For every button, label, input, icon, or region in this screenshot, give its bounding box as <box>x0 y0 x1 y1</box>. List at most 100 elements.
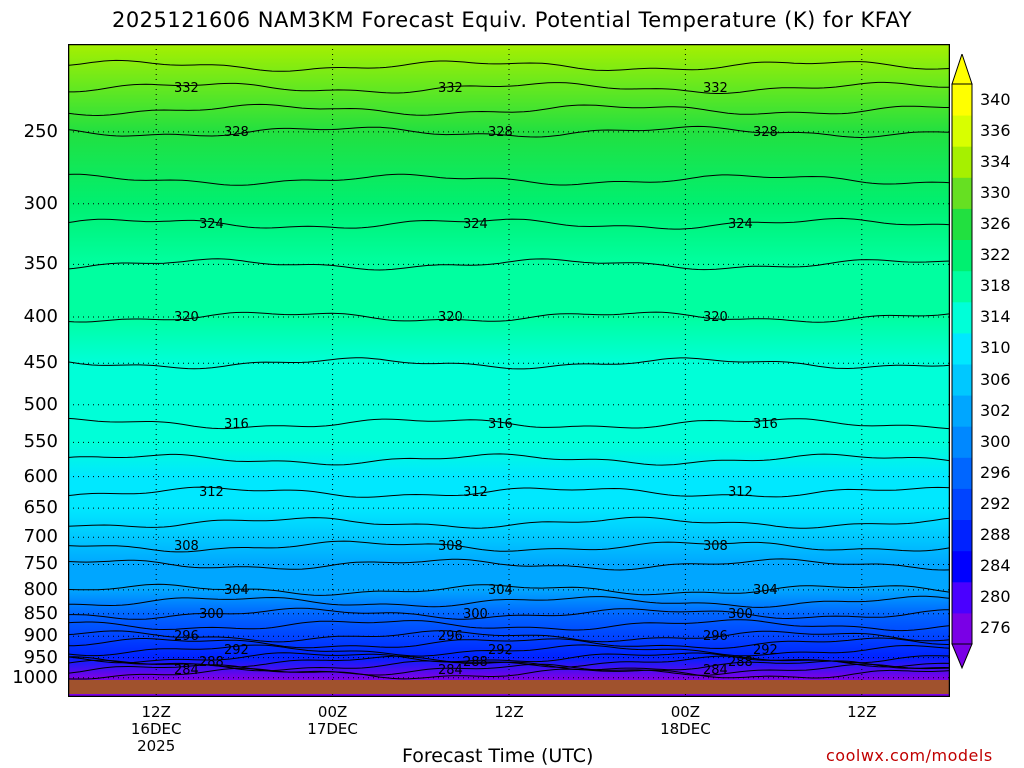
y-tick-label: 800 <box>23 578 58 600</box>
contour-line <box>68 644 950 657</box>
x-tick-line: 00Z <box>317 703 348 721</box>
contour-line <box>68 81 950 94</box>
colorbar-segment <box>952 488 972 520</box>
colorbar-tick-label: 318 <box>980 276 1011 296</box>
contour-label: 332 <box>438 81 463 96</box>
colorbar-tick-label: 280 <box>980 587 1011 607</box>
chart-title: 2025121606 NAM3KM Forecast Equiv. Potent… <box>111 8 913 32</box>
contour-label: 304 <box>753 583 778 598</box>
contour-label: 288 <box>728 655 753 670</box>
y-tick-label: 950 <box>23 646 58 668</box>
contour-line <box>68 59 950 72</box>
contour-label: 304 <box>488 583 513 598</box>
x-tick-label: 00Z 17DEC <box>288 704 378 738</box>
contour-label: 328 <box>224 125 249 140</box>
y-tick-label: 600 <box>23 465 58 487</box>
heatmap-fill <box>68 44 950 697</box>
contour-label: 296 <box>174 629 199 644</box>
colorbar-segment <box>952 612 972 645</box>
credit-link[interactable]: coolwx.com/models <box>826 746 993 765</box>
contour-line <box>68 663 950 676</box>
contour-label: 300 <box>728 607 753 622</box>
colorbar-segment <box>952 457 972 489</box>
colorbar-tick-label: 300 <box>980 431 1011 451</box>
colorbar-tick-label: 326 <box>980 214 1011 233</box>
colorbar-segment <box>952 332 972 365</box>
contour-label: 312 <box>463 485 488 500</box>
contour-line <box>68 540 950 553</box>
x-tick-line: 00Z <box>670 703 701 721</box>
x-tick-label: 12Z <box>817 704 907 721</box>
colorbar-frame <box>951 83 973 645</box>
contour-label: 292 <box>488 643 513 658</box>
colorbar-segment <box>952 364 972 396</box>
contour-line <box>68 103 950 117</box>
contour-line <box>68 357 950 370</box>
x-tick-line: 16DEC <box>130 720 182 738</box>
contour-line <box>68 637 950 649</box>
contour-label: 324 <box>199 217 224 232</box>
x-axis-label: Forecast Time (UTC) <box>402 745 594 767</box>
contour-label: 320 <box>703 310 728 325</box>
contour-line <box>68 558 950 571</box>
colorbar-segment <box>952 177 972 209</box>
contour-line <box>68 619 950 632</box>
y-tick-label: 300 <box>23 192 58 214</box>
colorbar-segment <box>952 550 972 583</box>
contour-label: 284 <box>703 663 728 678</box>
x-tick-line: 18DEC <box>660 720 711 738</box>
contour-line <box>68 630 950 643</box>
y-tick-label: 1000 <box>12 666 58 688</box>
contour-line <box>68 486 950 498</box>
contour-label: 320 <box>438 310 463 325</box>
y-tick-label: 650 <box>23 497 58 519</box>
contour-line <box>68 125 950 139</box>
grid-lines <box>68 44 950 697</box>
contour-label: 320 <box>174 310 199 325</box>
y-tick-label: 500 <box>23 393 58 415</box>
plot-frame <box>68 44 950 697</box>
contour-line <box>68 652 950 664</box>
colorbar-tick-label: 296 <box>980 462 1011 482</box>
contour-label: 300 <box>463 607 488 622</box>
x-tick-line: 12Z <box>847 703 877 721</box>
contour-label: 292 <box>753 643 778 658</box>
colorbar-segment <box>952 395 972 427</box>
colorbar-tick-label: 284 <box>980 556 1011 576</box>
x-tick-line: 17DEC <box>307 720 358 738</box>
contour-label: 316 <box>488 417 513 432</box>
contour-label: 288 <box>463 655 488 670</box>
y-tick-label: 400 <box>23 305 58 327</box>
contour-label: 292 <box>224 643 249 658</box>
contour-line <box>68 607 950 620</box>
x-tick-line: 12Z <box>141 703 171 721</box>
contour-label: 284 <box>174 663 199 678</box>
colorbar-tick-label: 314 <box>980 307 1011 327</box>
colorbar-segment <box>952 115 972 147</box>
colorbar-tick-label: 310 <box>980 338 1011 358</box>
y-tick-label: 900 <box>23 625 58 647</box>
contour-label: 300 <box>199 607 224 622</box>
colorbar-tick-label: 276 <box>980 618 1011 638</box>
contour-label: 288 <box>199 655 224 670</box>
contour-label: 296 <box>438 629 463 644</box>
colorbar-tick-label: 306 <box>980 369 1011 389</box>
y-tick-label: 250 <box>23 120 58 142</box>
contour-label: 316 <box>753 417 778 432</box>
contour-line <box>68 258 950 271</box>
colorbar-tick-label: 336 <box>980 120 1011 140</box>
x-tick-label: 12Z 16DEC 2025 <box>111 704 201 755</box>
colorbar-segment <box>952 208 972 240</box>
contour-line <box>68 516 950 529</box>
colorbar-segment <box>952 146 972 178</box>
y-tick-label: 750 <box>23 553 58 575</box>
colorbar-bottom-arrow <box>951 643 973 670</box>
contour-label: 308 <box>174 539 199 554</box>
colorbar-segment <box>952 239 972 272</box>
contour-label: 296 <box>703 629 728 644</box>
colorbar-tick-label: 302 <box>980 400 1011 420</box>
y-tick-label: 350 <box>23 253 58 275</box>
colorbar <box>951 54 973 670</box>
y-tick-label: 850 <box>23 602 58 624</box>
